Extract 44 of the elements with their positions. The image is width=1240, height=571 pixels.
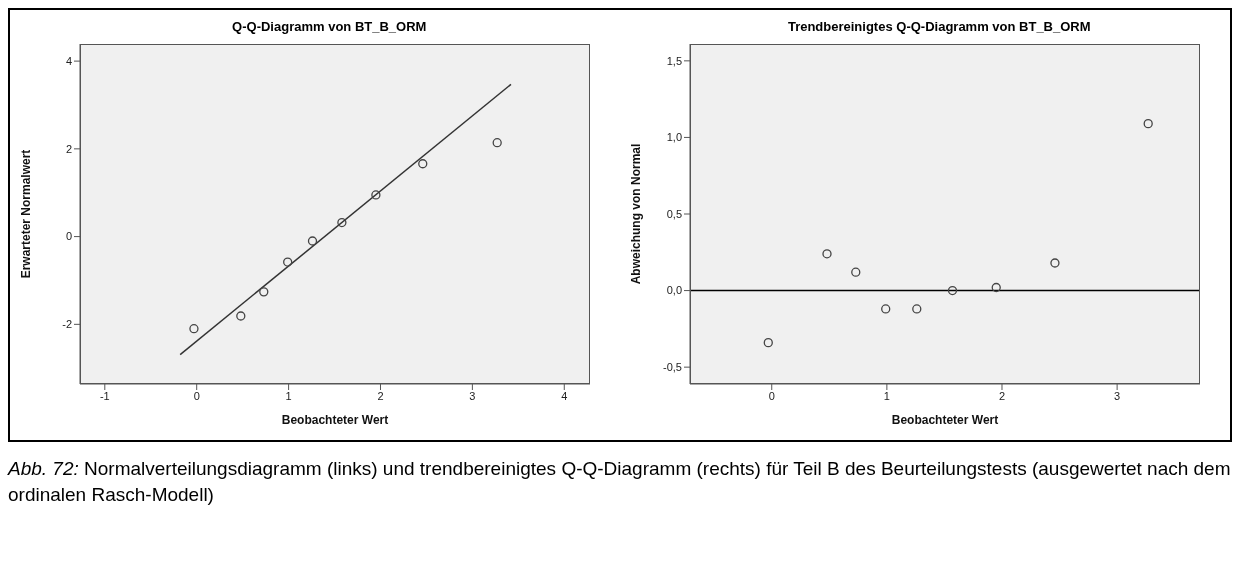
x-tick-label: 2 xyxy=(998,389,1006,402)
point xyxy=(492,138,502,148)
y-tick-label: 1,5 xyxy=(666,54,682,67)
x-axis-title: Beobachteter Wert xyxy=(281,413,389,427)
point xyxy=(947,285,958,296)
point xyxy=(851,267,861,277)
point xyxy=(189,324,199,334)
x-tick-label: 4 xyxy=(561,389,568,402)
y-tick-label: 0,0 xyxy=(666,284,682,297)
point xyxy=(991,282,1001,293)
x-tick-label: 2 xyxy=(377,389,384,402)
point xyxy=(1050,258,1060,268)
x-tick-label: -1 xyxy=(99,389,110,402)
point xyxy=(259,287,269,297)
chart-title: Q-Q-Diagramm von BT_B_ORM xyxy=(231,18,428,36)
point xyxy=(418,159,428,169)
y-tick-label: 2 xyxy=(65,142,72,155)
point xyxy=(881,304,891,314)
caption: Abb. 72: Normalverteilungsdiagramm (links) und trendbereinigtes Q-Q-Diagramm (rechts) für Teil B des Beurteilungstests (ausgewertet nach dem ordinalen Rasch-Modell) xyxy=(8,457,1232,507)
point xyxy=(822,249,832,259)
chart-title: Trendbereinigtes Q-Q-Diagramm von BT_B_ORM xyxy=(786,18,1092,36)
x-tick-label: 0 xyxy=(768,389,775,402)
y-tick-label: 0,5 xyxy=(666,207,682,220)
y-tick-label: -0,5 xyxy=(663,361,682,374)
y-tick-label: -2 xyxy=(62,318,72,331)
x-tick-label: 3 xyxy=(1114,389,1121,402)
point xyxy=(283,257,293,267)
x-tick-label: 0 xyxy=(193,389,200,402)
point xyxy=(763,338,773,348)
y-axis-title: Abweichung von Normal xyxy=(629,143,644,285)
point xyxy=(912,304,922,314)
x-axis-title: Beobachteter Wert xyxy=(891,413,999,427)
x-tick-label: 1 xyxy=(883,389,890,402)
y-tick-label: 4 xyxy=(65,55,72,68)
x-tick-label: 1 xyxy=(285,389,292,402)
point xyxy=(337,217,347,228)
y-axis-title: Erwarteter Normalwert xyxy=(19,149,34,279)
y-tick-label: 0 xyxy=(65,230,72,243)
point xyxy=(236,311,246,321)
point xyxy=(1143,118,1153,129)
y-tick-label: 1,0 xyxy=(666,131,682,144)
point xyxy=(307,236,318,246)
point xyxy=(371,190,381,200)
x-tick-label: 3 xyxy=(469,389,476,402)
